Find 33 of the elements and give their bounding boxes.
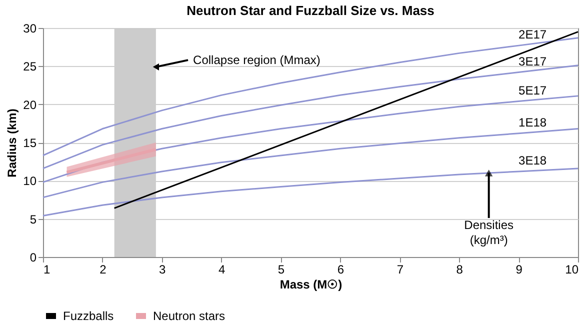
legend-label: Fuzzballs (63, 309, 114, 323)
y-tick-label: 25 (23, 60, 37, 74)
y-tick-label: 30 (23, 22, 37, 36)
legend-label: Neutron stars (153, 309, 226, 323)
x-axis-title: Mass (M☉) (280, 278, 342, 292)
chart-title: Neutron Star and Fuzzball Size vs. Mass (186, 3, 434, 18)
x-tick-label: 6 (337, 262, 344, 276)
y-tick-label: 5 (30, 212, 37, 226)
line-series (42, 168, 579, 217)
line-series (42, 128, 579, 198)
x-tick-label: 5 (278, 262, 285, 276)
series-label: 2E17 (518, 28, 547, 42)
x-tick-label: 7 (396, 262, 404, 276)
series-label: 3E18 (518, 154, 547, 168)
x-tick-label: 3 (159, 262, 166, 276)
series-label: 3E17 (518, 54, 547, 68)
y-tick-label: 10 (23, 174, 37, 188)
x-tick-label: 8 (456, 262, 464, 276)
line-series (42, 64, 579, 170)
y-tick-label: 15 (23, 136, 37, 150)
x-tick-label: 4 (218, 262, 226, 276)
band-label: Collapse region (Mmax) (193, 53, 320, 68)
x-tick-label: 1 (44, 262, 50, 276)
y-tick-label: 0 (30, 250, 37, 264)
series-label: 1E18 (518, 115, 547, 130)
y-axis-title: Radius (km) (5, 108, 20, 178)
x-tick-label: 9 (516, 262, 523, 276)
x-tick-label: 2 (100, 262, 107, 276)
y-tick-label: 20 (23, 98, 37, 112)
series-label: 5E17 (518, 83, 547, 98)
line-series (42, 37, 579, 156)
x-tick-label: 10 (565, 262, 579, 276)
annotation: Densities (kg/m³) (464, 218, 514, 247)
